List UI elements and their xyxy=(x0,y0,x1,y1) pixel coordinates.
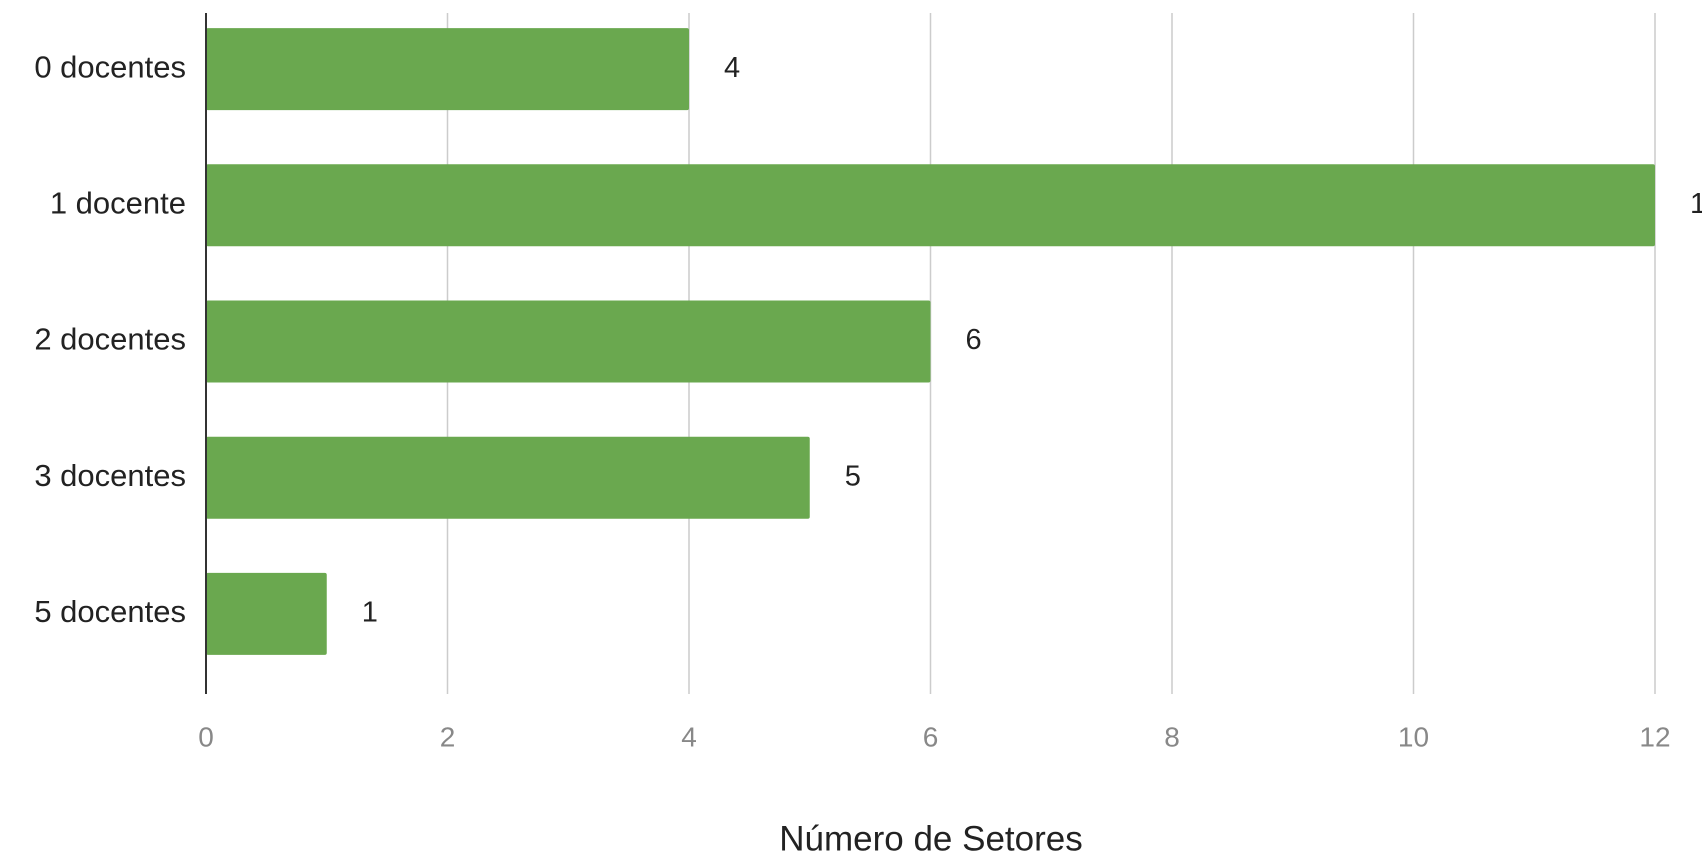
y-tick-label: 5 docentes xyxy=(34,594,186,629)
value-label: 5 xyxy=(845,460,861,492)
value-label: 1 xyxy=(362,597,378,629)
bar xyxy=(206,436,810,519)
value-label: 12 xyxy=(1690,188,1702,220)
x-tick-label: 8 xyxy=(1164,721,1180,752)
x-axis-title: Número de Setores xyxy=(779,819,1082,858)
x-tick-label: 4 xyxy=(681,721,697,752)
y-tick-label: 2 docentes xyxy=(34,322,186,357)
y-tick-label: 3 docentes xyxy=(34,458,186,493)
y-tick-label: 0 docentes xyxy=(34,49,186,84)
x-tick-label: 6 xyxy=(923,721,939,752)
y-tick-label: 1 docente xyxy=(50,185,186,220)
value-label: 4 xyxy=(724,52,740,84)
x-tick-label: 0 xyxy=(198,721,214,752)
x-tick-label: 12 xyxy=(1639,721,1670,752)
bar xyxy=(206,300,931,383)
x-tick-label: 10 xyxy=(1398,721,1429,752)
bar xyxy=(206,28,689,111)
bar xyxy=(206,164,1655,247)
value-label: 6 xyxy=(966,324,982,356)
x-tick-label: 2 xyxy=(440,721,456,752)
bar xyxy=(206,572,327,655)
